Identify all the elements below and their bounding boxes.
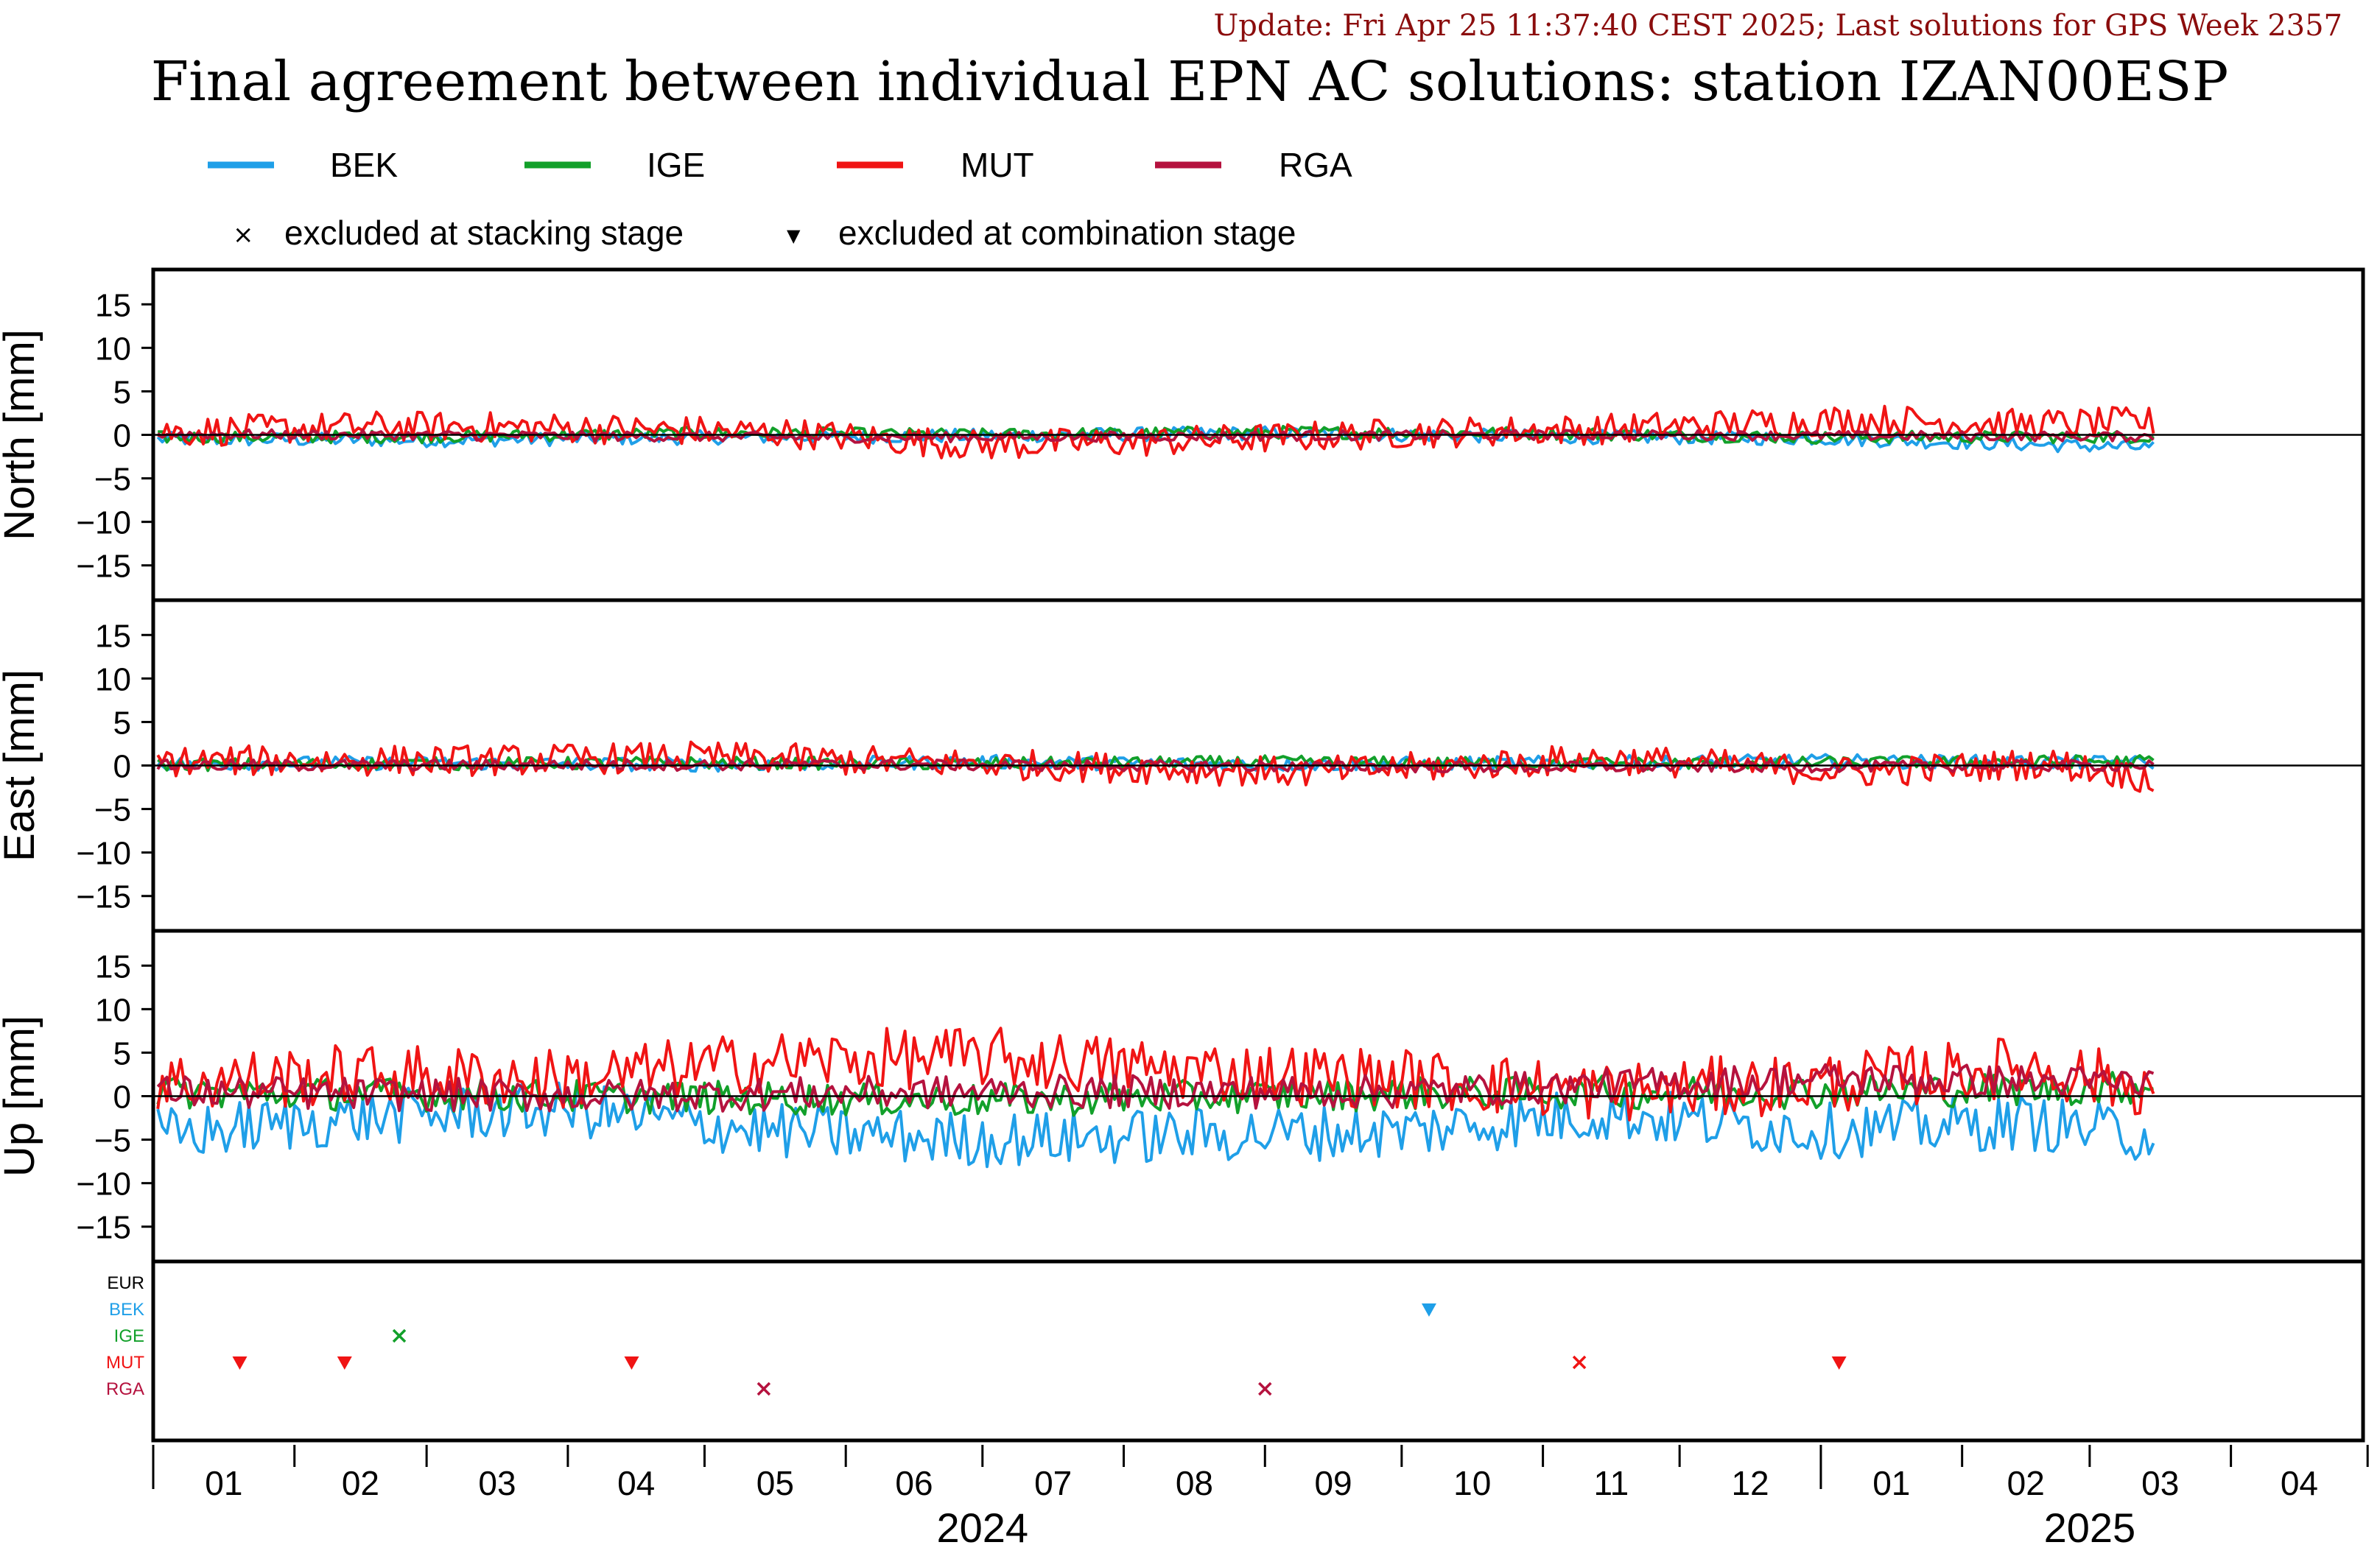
exclusion-row-label-eur: EUR [107,1273,144,1293]
x-month-label: 02 [2007,1464,2045,1502]
exclusion-row-label-bek: BEK [109,1300,144,1320]
legend-label-rga: RGA [1279,146,1352,184]
x-month-label: 08 [1176,1464,1213,1502]
exclusion-stacking-marker [1258,1382,1272,1396]
y-tick-label: −15 [76,879,131,915]
triangle-down-icon: ▼ [787,225,801,246]
series-line-rga [156,428,2155,444]
y-tick-label: 15 [95,618,131,654]
y-tick-label: −10 [76,505,131,541]
chart-title: Final agreement between individual EPN A… [151,50,2229,113]
exclusion-row-label-mut: MUT [106,1353,144,1373]
y-tick-label: 10 [95,661,131,697]
legend-marker-stacking: × excluded at stacking stage [233,214,684,252]
update-text: Update: Fri Apr 25 11:37:40 CEST 2025; L… [1214,9,2342,43]
x-month-label: 11 [1593,1464,1629,1502]
x-month-label: 02 [342,1464,379,1502]
exclusion-stacking-marker [757,1382,771,1396]
x-month-label: 09 [1314,1464,1352,1502]
legend-label-bek: BEK [330,146,398,184]
y-axis-label: North [mm] [0,329,43,541]
y-tick-label: 5 [113,705,131,741]
x-month-label: 03 [478,1464,516,1502]
x-month-label: 07 [1034,1464,1072,1502]
y-tick-label: 0 [113,749,131,785]
x-month-label: 04 [2281,1464,2318,1502]
y-tick-label: 15 [95,949,131,985]
exclusion-row-label-ige: IGE [114,1326,144,1346]
panel-east: 15 10 5 0 −5 −10 −15 East [mm] [0,598,2365,933]
x-month-label: 03 [2141,1464,2179,1502]
exclusion-combination-marker [232,1356,248,1370]
exclusion-stacking-marker [1572,1355,1587,1370]
exclusion-combination-marker [337,1356,352,1370]
legend-marker-stacking-label: excluded at stacking stage [284,214,684,252]
x-month-label: 10 [1453,1464,1491,1502]
series-line-mut [157,404,2155,460]
legend-label-mut: MUT [961,146,1034,184]
series-line-bek [156,1081,2155,1169]
legend-item-bek: BEK [208,146,398,184]
y-tick-label: −5 [94,462,131,498]
y-tick-label: −5 [94,792,131,828]
y-tick-label: 0 [113,1080,131,1116]
exclusion-row-label-rga: RGA [106,1379,144,1399]
y-tick-label: −15 [76,1210,131,1246]
x-month-label: 06 [895,1464,933,1502]
y-tick-label: 15 [95,287,131,323]
legend-marker-combination: ▼ excluded at combination stage [787,214,1296,252]
legend-item-mut: MUT [837,146,1034,184]
exclusion-stacking-marker [392,1328,407,1343]
series-line-mut [156,1027,2155,1122]
y-tick-label: 5 [113,1035,131,1071]
exclusion-frame [151,1259,2365,1443]
legend: BEK IGE MUT RGA × excluded at stacking s… [208,146,1352,252]
panel-up: 15 10 5 0 −5 −10 −15 Up [mm] [0,929,2365,1264]
x-month-label: 05 [757,1464,794,1502]
legend-marker-combination-label: excluded at combination stage [838,214,1296,252]
time-axis: 01 02 03 04 05 06 07 08 09 10 11 12 01 02 03 04 2024 2025 [152,1445,2369,1545]
exclusion-panel: EUR BEK IGE MUT RGA [106,1259,2365,1443]
series-line-mut [156,740,2155,793]
y-axis-label: Up [mm] [0,1016,43,1177]
series-line-rga [156,1063,2155,1113]
x-year-label: 2024 [936,1504,1028,1545]
exclusion-combination-marker [1421,1303,1436,1317]
y-tick-label: −10 [76,836,131,872]
cross-icon: × [233,220,254,250]
exclusion-combination-marker [1831,1356,1847,1370]
exclusion-combination-marker [624,1356,639,1370]
legend-item-rga: RGA [1155,146,1352,184]
y-tick-label: −5 [94,1123,131,1159]
y-tick-label: 10 [95,331,131,367]
y-tick-label: 10 [95,992,131,1028]
x-year-label: 2025 [2044,1504,2136,1545]
y-tick-label: −10 [76,1166,131,1203]
x-month-label: 04 [617,1464,655,1502]
panel-north: 15 10 5 0 −5 −10 −15 North [mm] [0,267,2365,602]
y-tick-label: 5 [113,374,131,410]
chart-panels: 15 10 5 0 −5 −10 −15 North [mm] 15 10 5 0 −5 −10 −15 Ea… [0,267,2365,1264]
y-axis-label: East [mm] [0,669,43,862]
legend-item-ige: IGE [524,146,705,184]
y-tick-label: −15 [76,549,131,585]
x-month-label: 01 [205,1464,242,1502]
x-month-label: 01 [1872,1464,1910,1502]
y-tick-label: 0 [113,418,131,454]
x-month-label: 12 [1731,1464,1769,1502]
legend-label-ige: IGE [647,146,705,184]
